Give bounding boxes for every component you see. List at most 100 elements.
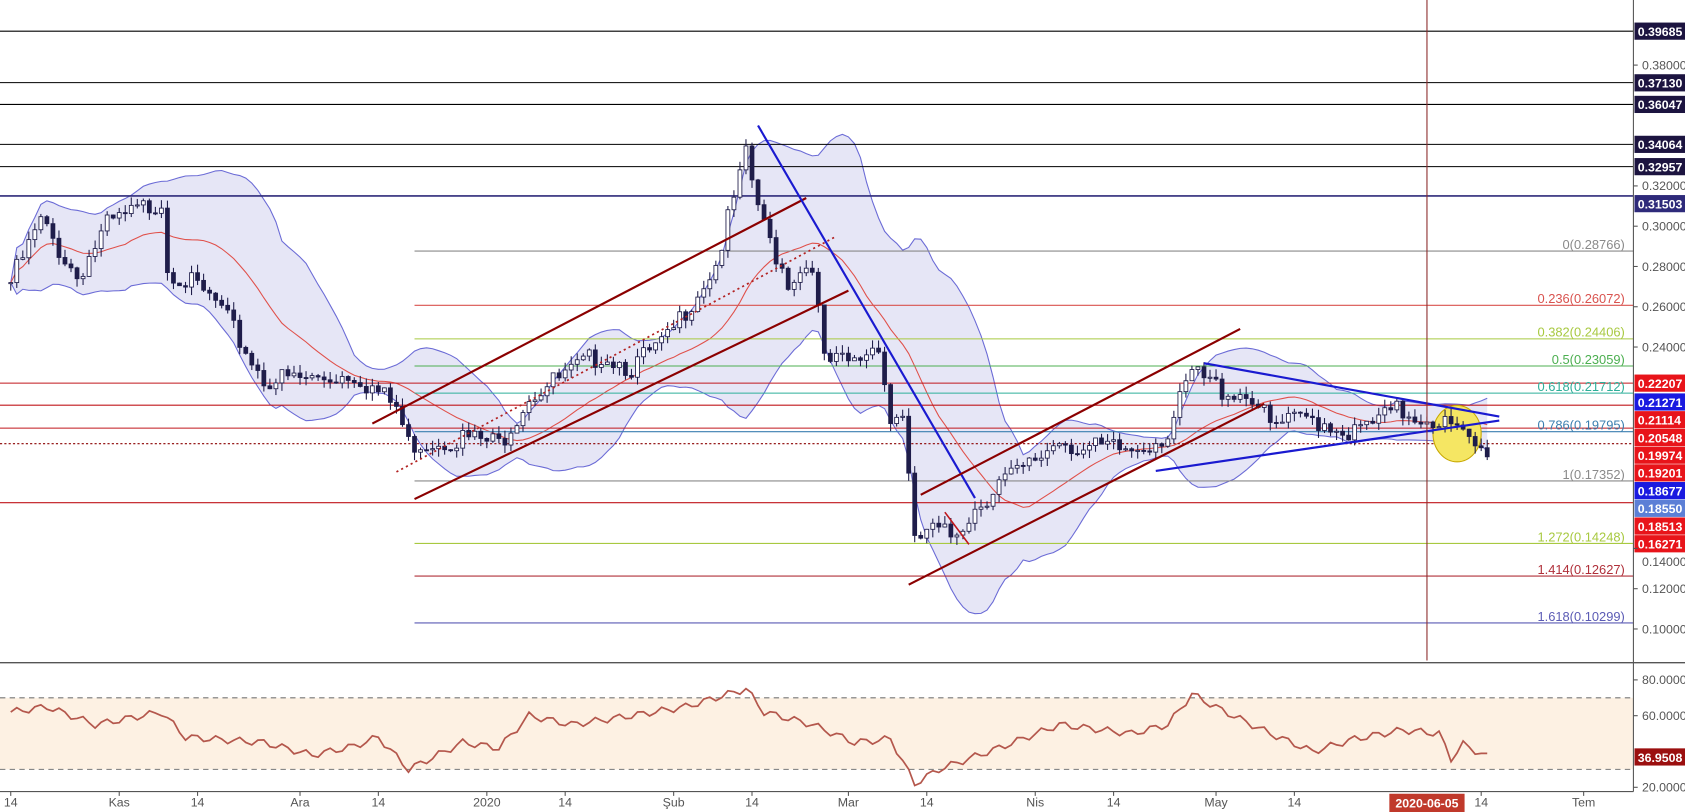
candle-body [1129, 448, 1135, 452]
candle [1340, 425, 1345, 442]
candle-body [942, 523, 948, 528]
candle-body [1020, 464, 1026, 467]
candle [1183, 373, 1189, 398]
candle [1267, 401, 1273, 431]
trend-lines[interactable] [371, 124, 1500, 586]
candle-body [44, 216, 50, 225]
candle-body [448, 449, 454, 452]
candle-body [864, 354, 869, 361]
candle [1382, 399, 1388, 423]
trend-line[interactable] [414, 289, 849, 501]
trend-line[interactable] [1203, 362, 1500, 418]
price-badge: 0.20548 [1634, 428, 1685, 447]
trend-line[interactable] [1155, 419, 1500, 472]
candle [146, 198, 152, 220]
candle [846, 346, 851, 367]
candle [1147, 443, 1153, 456]
bollinger-bands [10, 133, 1488, 615]
rsi-tick-label: 60.0000 [1642, 709, 1685, 723]
trend-line[interactable] [920, 327, 1241, 496]
candle-body [339, 376, 345, 384]
fibonacci-retracement[interactable]: 0(0.28766) 0.236(0.26072) 0.382(0.24406) 0.… [414, 237, 1634, 624]
candle-body [1364, 420, 1370, 426]
candle-body [1316, 417, 1321, 431]
price-badge: 0.16271 [1634, 535, 1685, 553]
candle-body [1310, 415, 1315, 419]
candle [1008, 460, 1014, 475]
price-tick-label: 0.30000 [1642, 219, 1685, 233]
candle-body [183, 285, 188, 288]
trend-line[interactable] [908, 402, 1265, 586]
rsi-indicator [10, 687, 1488, 787]
candle-body [574, 359, 580, 365]
candle [665, 322, 670, 344]
candle-body [653, 342, 658, 351]
candle-body [496, 433, 502, 439]
candle [791, 279, 797, 297]
candle-body [1388, 407, 1394, 411]
candle-body [556, 372, 562, 379]
candle-body [1436, 426, 1442, 429]
candle-body [1370, 420, 1376, 424]
candle-body [1171, 416, 1177, 440]
candle-body [345, 376, 351, 381]
candle [996, 476, 1002, 503]
candle-body [737, 169, 743, 198]
rsi-tick-label: 80.0000 [1642, 673, 1685, 687]
candle-body [1484, 447, 1490, 458]
candle [1472, 431, 1478, 454]
candle-body [1412, 416, 1418, 423]
candle-body [382, 387, 387, 393]
candle-body [797, 272, 803, 283]
highlight-ellipse-shape[interactable] [1432, 404, 1482, 463]
candle-body [1231, 395, 1237, 400]
candle-body [122, 212, 128, 215]
candle-body [611, 361, 616, 369]
candle-body [568, 363, 574, 371]
price-badge-bg [1634, 446, 1685, 464]
candle [858, 356, 863, 367]
candle-body [906, 415, 912, 474]
trend-line[interactable] [371, 197, 807, 425]
rsi-pane[interactable] [0, 697, 1634, 770]
candle [1063, 441, 1068, 453]
candle-body [1050, 445, 1056, 452]
candle-body [219, 299, 225, 306]
candle [538, 388, 544, 402]
highlight-ellipse[interactable] [1432, 404, 1482, 463]
candle [605, 354, 610, 366]
candle [1213, 369, 1219, 382]
candle [635, 348, 640, 385]
candle-body [1352, 424, 1358, 441]
candle-body [834, 352, 839, 362]
fib-level-label: 0.382(0.24406) [1537, 325, 1624, 340]
candle-body [8, 282, 14, 285]
candle [448, 449, 454, 453]
price-badge-bg [1634, 374, 1685, 392]
candle-body [243, 346, 249, 354]
candle-body [695, 296, 701, 313]
price-badge: 0.31503 [1634, 195, 1685, 213]
candle [285, 365, 291, 381]
candle [574, 353, 580, 372]
candle [701, 280, 707, 304]
fib-level-label: 0.618(0.21712) [1537, 379, 1624, 394]
trend-line[interactable] [757, 124, 976, 499]
candle-body [1466, 428, 1472, 437]
price-tick-label: 0.10000 [1642, 622, 1685, 636]
candle [695, 291, 701, 313]
candle [460, 423, 466, 456]
candle [1316, 409, 1321, 438]
candle [32, 223, 38, 248]
candle [128, 197, 134, 218]
time-tick-label: Tem [1572, 796, 1595, 810]
candle [1219, 372, 1225, 407]
candle [749, 142, 755, 188]
trend-line[interactable] [944, 511, 970, 545]
candle-body [303, 377, 309, 380]
price-badge-bg [1634, 158, 1685, 176]
horizontal-levels[interactable] [0, 30, 1634, 504]
candle [418, 447, 423, 459]
